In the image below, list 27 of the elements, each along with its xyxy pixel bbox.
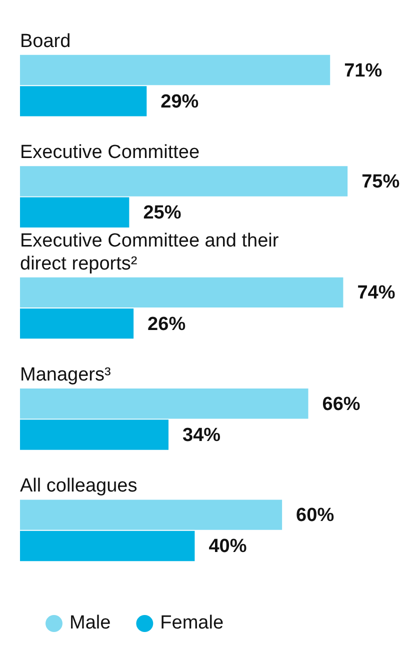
y-tick-label: Board bbox=[20, 30, 71, 52]
y-tick-label: Managers³ bbox=[20, 364, 111, 386]
bar bbox=[20, 308, 134, 339]
y-tick-label: Executive Committee bbox=[20, 142, 200, 164]
legend-label: Male bbox=[70, 612, 111, 634]
bar bbox=[20, 54, 330, 86]
data-label: 74% bbox=[357, 282, 396, 304]
legend-label: Female bbox=[160, 612, 224, 634]
data-label: 29% bbox=[160, 91, 199, 112]
bar bbox=[20, 166, 348, 196]
data-label: 66% bbox=[322, 394, 360, 415]
y-tick-label: Executive Committee and their direct reports² bbox=[20, 230, 280, 274]
bar bbox=[20, 86, 147, 116]
data-label: 71% bbox=[344, 60, 382, 82]
data-label: 40% bbox=[208, 536, 247, 558]
data-label: 60% bbox=[296, 505, 334, 526]
bar bbox=[20, 420, 168, 450]
bar bbox=[20, 197, 130, 228]
data-label: 26% bbox=[148, 314, 186, 335]
bar bbox=[20, 277, 344, 308]
bar bbox=[20, 500, 282, 530]
data-label: 34% bbox=[182, 425, 221, 446]
data-label: 75% bbox=[362, 171, 400, 192]
data-label: 25% bbox=[143, 202, 182, 224]
bar bbox=[20, 388, 308, 419]
y-tick-label: All colleagues bbox=[20, 476, 138, 497]
bar bbox=[20, 530, 195, 562]
